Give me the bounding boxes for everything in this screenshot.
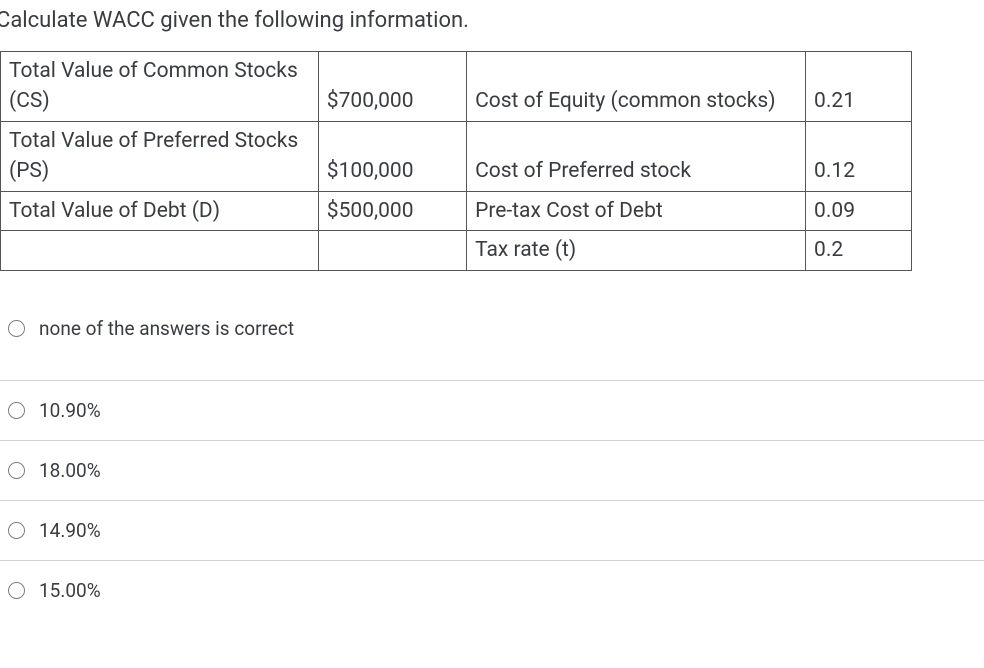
answer-label: 10.90% [39,399,101,422]
cell-value: $100,000 [318,121,466,191]
cell-value: 0.21 [806,52,912,122]
radio-icon [8,402,25,419]
radio-icon [8,462,25,479]
answer-option[interactable]: 10.90% [0,380,984,440]
cell-value: 0.09 [806,191,912,230]
answer-label: 15.00% [39,579,101,602]
table-row: Total Value of Debt (D) $500,000 Pre-tax… [1,191,912,230]
cell-label: Tax rate (t) [467,231,806,270]
answer-label: none of the answers is correct [39,317,294,340]
radio-icon [8,582,25,599]
cell-value: $700,000 [318,52,466,122]
table-row: Total Value of Common Stocks (CS) $700,0… [1,52,912,122]
cell-value [318,231,466,270]
table-row: Tax rate (t) 0.2 [1,231,912,270]
cell-label: Cost of Equity (common stocks) [467,52,806,122]
cell-value: 0.12 [806,121,912,191]
answer-label: 18.00% [39,459,101,482]
cell-value: 0.2 [806,231,912,270]
table-row: Total Value of Preferred Stocks (PS) $10… [1,121,912,191]
cell-label: Total Value of Debt (D) [1,191,319,230]
answer-option[interactable]: 14.90% [0,500,984,560]
question-prompt: Calculate WACC given the following infor… [0,0,984,51]
cell-label: Pre-tax Cost of Debt [467,191,806,230]
answer-option[interactable]: 18.00% [0,440,984,500]
answer-label: 14.90% [39,519,101,542]
answer-option[interactable]: 15.00% [0,560,984,620]
answer-options-list: none of the answers is correct 10.90% 18… [0,311,984,620]
answer-option[interactable]: none of the answers is correct [0,311,984,380]
cell-value: $500,000 [318,191,466,230]
radio-icon [8,522,25,539]
cell-label: Total Value of Preferred Stocks (PS) [1,121,319,191]
radio-icon [8,320,25,337]
cell-label: Cost of Preferred stock [467,121,806,191]
cell-label: Total Value of Common Stocks (CS) [1,52,319,122]
wacc-data-table: Total Value of Common Stocks (CS) $700,0… [0,51,912,271]
cell-label [1,231,319,270]
